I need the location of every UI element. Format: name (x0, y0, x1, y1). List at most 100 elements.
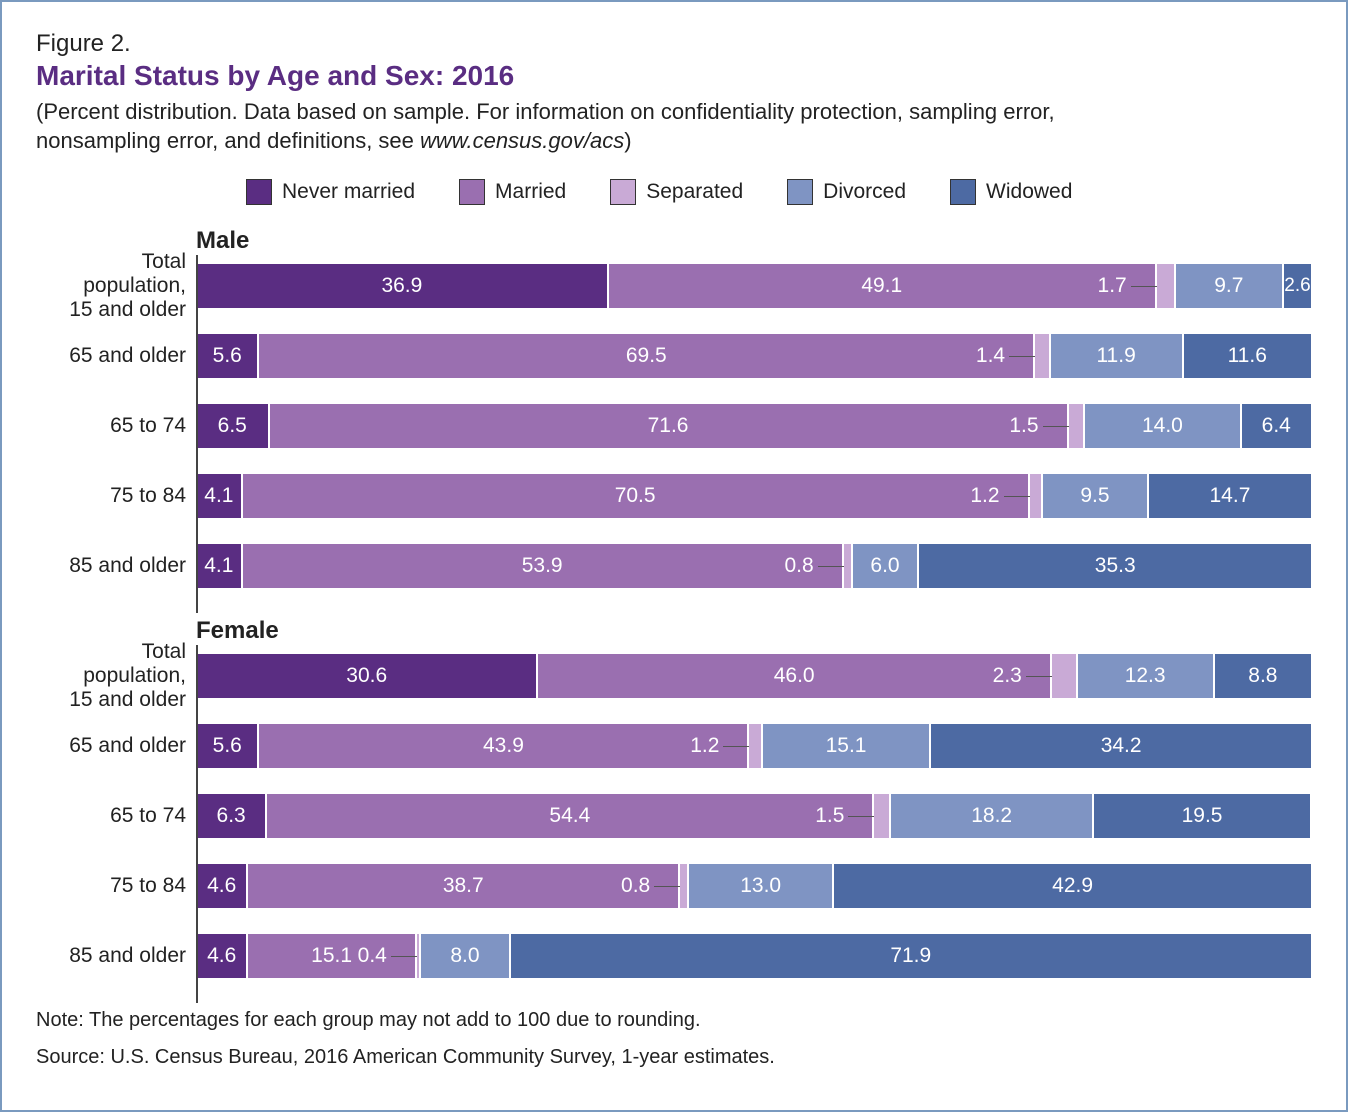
row-label: 65 to 74 (36, 804, 196, 828)
bar-row: Total population,15 and older30.646.02.3… (36, 653, 1312, 699)
stacked-bar: 30.646.02.312.38.8 (196, 653, 1312, 699)
segment-value: 4.1 (204, 484, 233, 508)
bar-row: 75 to 844.638.70.813.042.9 (36, 863, 1312, 909)
segment-value: 14.0 (1142, 414, 1183, 438)
segment-value: 43.9 (483, 734, 524, 758)
bar-segment-separated: 1.4 (1034, 333, 1050, 379)
callout-value: 1.5 (1009, 414, 1038, 438)
legend-label: Widowed (986, 180, 1072, 204)
bar-row: 65 and older5.669.51.411.911.6 (36, 333, 1312, 379)
legend-item: Never married (246, 179, 415, 205)
segment-value: 9.5 (1080, 484, 1109, 508)
section-heading: Male (196, 227, 1312, 255)
bar-row: 75 to 844.170.51.29.514.7 (36, 473, 1312, 519)
callout-line (1043, 426, 1069, 427)
segment-value: 70.5 (615, 484, 656, 508)
segment-value: 54.4 (549, 804, 590, 828)
segment-value: 34.2 (1101, 734, 1142, 758)
row-label: 75 to 84 (36, 874, 196, 898)
bar-row: 65 to 746.354.41.518.219.5 (36, 793, 1312, 839)
bar-segment-widowed: 14.7 (1148, 473, 1312, 519)
stacked-bar: 4.638.70.813.042.9 (196, 863, 1312, 909)
y-axis-line (196, 645, 198, 1003)
bar-segment-never-married: 5.6 (196, 723, 258, 769)
section-heading: Female (196, 617, 1312, 645)
bar-segment-separated: 1.2 (1029, 473, 1042, 519)
bar-segment-widowed: 35.3 (918, 543, 1312, 589)
bar-segment-divorced: 8.0 (420, 933, 509, 979)
bar-row: Total population,15 and older36.949.11.7… (36, 263, 1312, 309)
bar-segment-separated: 1.5 (873, 793, 890, 839)
bar-segment-married: 38.7 (247, 863, 679, 909)
stacked-bar: 5.669.51.411.911.6 (196, 333, 1312, 379)
y-axis-line (196, 255, 198, 613)
callout-line (1004, 496, 1030, 497)
bar-row: 65 and older5.643.91.215.134.2 (36, 723, 1312, 769)
bar-row: 85 and older4.615.10.48.071.9 (36, 933, 1312, 979)
bar-segment-widowed: 8.8 (1214, 653, 1312, 699)
bar-segment-widowed: 6.4 (1241, 403, 1312, 449)
legend-swatch (246, 179, 272, 205)
legend-label: Married (495, 180, 566, 204)
bar-segment-divorced: 15.1 (762, 723, 931, 769)
segment-value: 42.9 (1052, 874, 1093, 898)
legend-label: Divorced (823, 180, 906, 204)
callout-value: 2.3 (993, 664, 1022, 688)
bar-segment-never-married: 4.1 (196, 543, 242, 589)
bar-segment-widowed: 71.9 (510, 933, 1312, 979)
legend-swatch (950, 179, 976, 205)
row-label: Total population,15 and older (36, 250, 196, 322)
segment-value: 35.3 (1095, 554, 1136, 578)
bar-segment-separated: 1.5 (1068, 403, 1085, 449)
segment-value: 12.3 (1125, 664, 1166, 688)
chart-title: Marital Status by Age and Sex: 2016 (36, 60, 1312, 92)
callout-value: 1.5 (815, 804, 844, 828)
segment-value: 6.0 (870, 554, 899, 578)
bar-segment-separated: 0.8 (679, 863, 688, 909)
segment-value: 4.6 (207, 944, 236, 968)
row-label: 65 and older (36, 344, 196, 368)
bar-segment-married: 43.9 (258, 723, 748, 769)
legend-item: Widowed (950, 179, 1072, 205)
bar-segment-divorced: 14.0 (1084, 403, 1240, 449)
stacked-bar: 4.615.10.48.071.9 (196, 933, 1312, 979)
bar-segment-divorced: 9.7 (1175, 263, 1283, 309)
bar-segment-never-married: 36.9 (196, 263, 608, 309)
segment-value: 6.3 (217, 804, 246, 828)
stacked-bar: 4.1 53.90.8 6.0 35.3 (196, 543, 1312, 589)
segment-value: 9.7 (1214, 274, 1243, 298)
legend-label: Separated (646, 180, 743, 204)
bar-segment-divorced: 13.0 (688, 863, 833, 909)
callout-value: 1.7 (1098, 274, 1127, 298)
row-label: Total population,15 and older (36, 640, 196, 712)
bar-segment-never-married: 4.6 (196, 933, 247, 979)
segment-value: 14.7 (1210, 484, 1251, 508)
callout-line (818, 566, 844, 567)
segment-value: 13.0 (740, 874, 781, 898)
segment-value: 8.8 (1248, 664, 1277, 688)
rows-wrap: Total population,15 and older30.646.02.3… (36, 653, 1312, 979)
callout-line (1009, 356, 1035, 357)
bar-segment-widowed: 34.2 (930, 723, 1312, 769)
stacked-bar: 5.643.91.215.134.2 (196, 723, 1312, 769)
segment-value: 71.6 (648, 414, 689, 438)
subtitle-close: ) (624, 128, 631, 153)
callout-value: 0.8 (784, 554, 813, 578)
bar-segment-separated: 2.3 (1051, 653, 1077, 699)
bar-segment-married: 54.4 (266, 793, 873, 839)
callout-value: 0.8 (621, 874, 650, 898)
segment-value: 4.1 (204, 554, 233, 578)
bar-segment-divorced: 18.2 (890, 793, 1093, 839)
bar-segment-widowed: 11.6 (1183, 333, 1312, 379)
bar-segment-married: 53.9 (242, 543, 843, 589)
subtitle-line-1: (Percent distribution. Data based on sam… (36, 99, 1055, 124)
bar-segment-separated: 1.7 (1156, 263, 1175, 309)
row-label: 65 and older (36, 734, 196, 758)
bar-segment-never-married: 30.6 (196, 653, 537, 699)
figure-frame: Figure 2. Marital Status by Age and Sex:… (0, 0, 1348, 1112)
segment-value: 18.2 (971, 804, 1012, 828)
figure-number: Figure 2. (36, 30, 1312, 58)
legend-swatch (787, 179, 813, 205)
segment-value: 11.9 (1096, 344, 1135, 368)
callout-line (1131, 286, 1157, 287)
